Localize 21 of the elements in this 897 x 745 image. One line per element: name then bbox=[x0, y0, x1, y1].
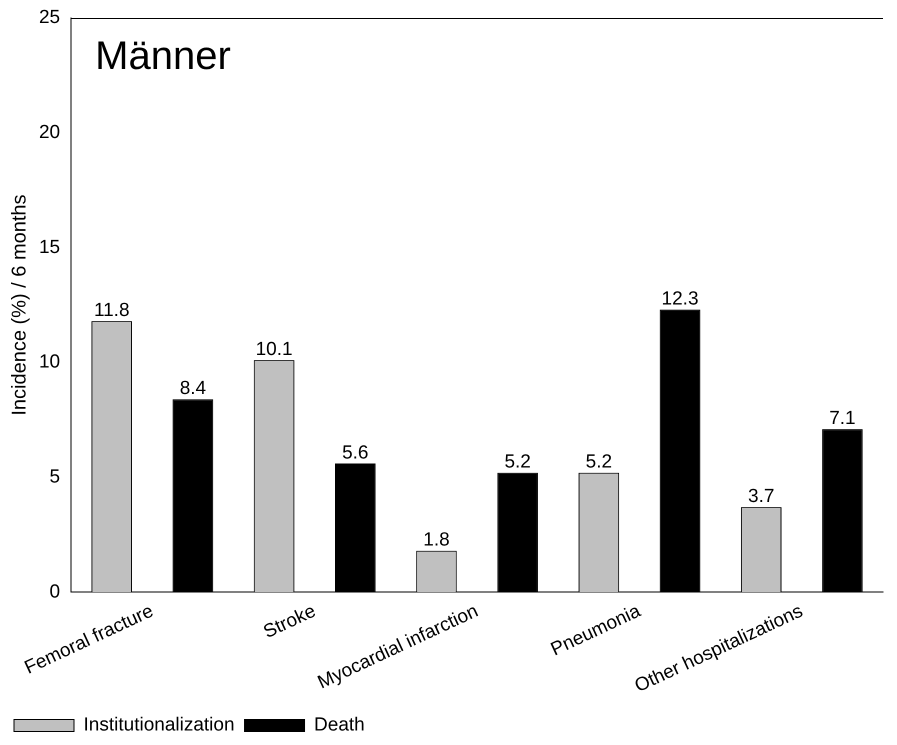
y-tick-label: 5 bbox=[50, 466, 60, 488]
chart-title: Männer bbox=[95, 34, 231, 78]
y-tick-label: 10 bbox=[38, 352, 60, 373]
data-label: 8.4 bbox=[180, 378, 207, 399]
x-tick-label: Stroke bbox=[260, 600, 320, 643]
data-label: 7.1 bbox=[829, 408, 856, 429]
data-label: 10.1 bbox=[256, 338, 293, 360]
data-label: 5.2 bbox=[586, 451, 612, 472]
data-label: 12.3 bbox=[662, 288, 699, 310]
y-tick-label: 0 bbox=[50, 581, 60, 602]
legend-label: Death bbox=[314, 714, 365, 736]
data-label: 3.7 bbox=[748, 486, 774, 507]
y-tick-label: 20 bbox=[38, 122, 60, 144]
y-tick-label: 25 bbox=[38, 7, 60, 28]
y-tick-label: 15 bbox=[38, 236, 60, 258]
y-axis-title: Incidence (%) / 6 months bbox=[8, 194, 31, 416]
data-label: 5.6 bbox=[342, 442, 368, 464]
data-label: 5.2 bbox=[504, 451, 531, 472]
data-label: 1.8 bbox=[423, 530, 450, 551]
data-label: 11.8 bbox=[94, 300, 130, 321]
legend-label: Institutionalization bbox=[84, 714, 235, 736]
